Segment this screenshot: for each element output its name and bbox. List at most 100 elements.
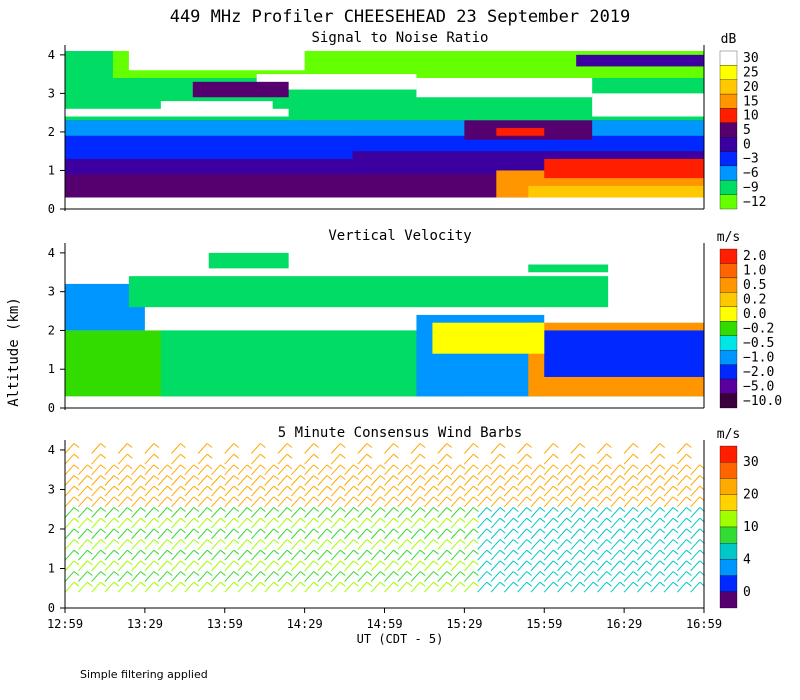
x-tick-label: 15:29 — [446, 617, 482, 631]
wind-barb-flag — [73, 581, 80, 587]
wind-barb-flag — [326, 517, 333, 523]
wind-barb-flag — [659, 485, 666, 491]
wind-barb — [144, 475, 155, 486]
wind-barb — [623, 517, 634, 529]
wind-barb — [224, 443, 235, 454]
wind-barb-flag — [473, 560, 479, 566]
wind-barb — [77, 539, 88, 550]
wind-barb — [570, 528, 581, 540]
wind-barb — [543, 539, 554, 550]
wind-barb — [410, 496, 421, 508]
wind-barb — [184, 539, 195, 550]
wind-barb — [104, 539, 115, 550]
wind-barb-flag — [206, 528, 213, 534]
wind-barb-flag — [126, 496, 133, 502]
colorbar-label: 15 — [743, 94, 759, 109]
colorbar-label: 1.0 — [743, 264, 766, 279]
wind-barb-flag — [433, 496, 439, 502]
wind-barb — [64, 517, 75, 529]
wind-barb — [503, 571, 514, 582]
colorbar-swatch — [719, 277, 738, 293]
wind-barb-flag — [592, 507, 599, 512]
wind-barb — [224, 581, 235, 593]
wind-barb-flag — [379, 517, 386, 523]
wind-barb — [290, 581, 301, 593]
wind-barb-flag — [300, 581, 306, 587]
wind-barb — [690, 475, 701, 486]
wind-barb — [330, 528, 341, 540]
wind-barb-flag — [233, 571, 240, 576]
panel-1: Signal to Noise Ratio01234dB302520151050… — [48, 30, 767, 216]
colorbar-swatch — [719, 364, 738, 380]
wind-barb — [557, 485, 567, 497]
wind-barb — [610, 464, 621, 476]
wind-barb-flag — [459, 560, 466, 566]
wind-barb-flag — [646, 528, 652, 534]
wind-barb — [144, 517, 155, 529]
wind-barb — [370, 560, 381, 572]
wind-barb-flag — [260, 560, 266, 566]
wind-barb — [610, 549, 621, 561]
wind-barb-flag — [592, 571, 599, 576]
wind-barb — [530, 549, 541, 561]
wind-barb — [623, 549, 634, 561]
wind-barb — [623, 560, 634, 572]
wind-barb — [690, 485, 701, 497]
wind-barb-flag — [473, 496, 479, 502]
wind-barb — [91, 496, 101, 508]
colorbar-swatch — [719, 137, 738, 152]
x-tick-label: 12:59 — [47, 617, 83, 631]
x-tick-label: 13:29 — [127, 617, 163, 631]
wind-barb-flag — [446, 560, 453, 566]
wind-barb — [251, 539, 261, 550]
wind-barb — [397, 549, 408, 561]
wind-barb — [424, 581, 434, 593]
wind-barb — [64, 528, 75, 540]
wind-barb — [464, 539, 474, 550]
wind-barb — [610, 560, 621, 572]
wind-barb-flag — [686, 560, 692, 566]
wind-barb-flag — [379, 571, 386, 576]
wind-barb — [503, 549, 514, 561]
wind-barb — [650, 485, 661, 497]
wind-barb-flag — [73, 464, 80, 470]
wind-barb — [424, 528, 434, 540]
wind-barb — [277, 549, 288, 561]
wind-barb — [690, 507, 701, 518]
wind-barb — [517, 560, 527, 572]
wind-barb — [437, 581, 448, 593]
wind-barb — [211, 560, 221, 572]
wind-barb-flag — [433, 560, 439, 566]
wind-barb — [304, 507, 314, 518]
wind-barb — [91, 549, 101, 561]
colorbar-label: −0.2 — [743, 322, 774, 337]
wind-barb-flag — [300, 485, 306, 491]
wind-barb — [184, 560, 195, 572]
wind-barb — [251, 453, 261, 465]
wind-barb — [583, 581, 594, 593]
wind-barb-flag — [313, 539, 319, 544]
wind-barb — [623, 475, 634, 486]
wind-barb — [503, 464, 514, 476]
wind-barb — [64, 539, 75, 550]
wind-barb — [530, 485, 541, 497]
wind-barb-flag — [566, 581, 572, 587]
wind-barb — [211, 571, 221, 582]
wind-barb — [184, 581, 195, 593]
y-tick-label: 3 — [48, 285, 55, 299]
wind-barb — [224, 507, 235, 518]
wind-barb-flag — [87, 485, 93, 491]
wind-barb — [623, 443, 634, 454]
wind-barb-flag — [366, 475, 373, 480]
wind-barb — [583, 517, 594, 529]
wind-barb-flag — [579, 475, 586, 480]
wind-barb — [437, 517, 448, 529]
wind-barb-flag — [206, 571, 213, 576]
wind-barb-flag — [446, 443, 453, 448]
wind-barb — [330, 517, 341, 529]
wind-barb-flag — [193, 571, 200, 576]
wind-barb-flag — [100, 507, 106, 512]
wind-barb — [503, 581, 514, 593]
wind-barb — [623, 581, 634, 593]
wind-barb-flag — [286, 528, 293, 534]
